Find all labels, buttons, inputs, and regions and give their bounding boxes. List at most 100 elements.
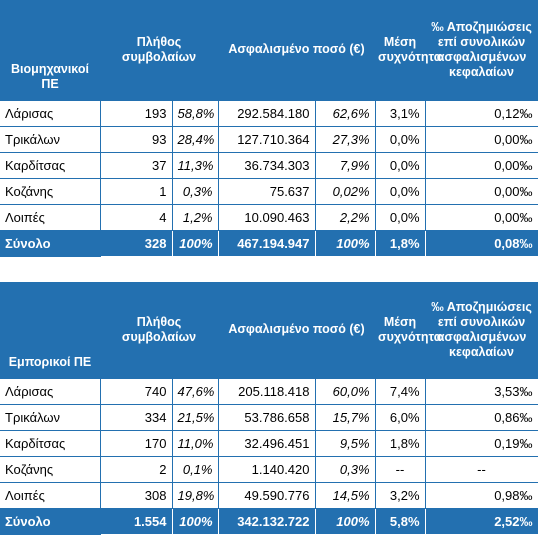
count-share-cell: 58,8% [171,99,219,127]
region-cell: Λάρισας [0,377,101,405]
count-share-cell: 11,0% [171,429,219,457]
total-row: Σύνολο 328 100% 467.194.947 100% 1,8% 0,08‰ [0,229,538,257]
ratio-cell: 0,00‰ [424,177,538,205]
frequency-cell: 1,8% [374,229,426,257]
amount-share-cell: 15,7% [314,403,376,431]
amount-share-cell: 100% [314,229,376,257]
data-row: Τρικάλων 93 28,4% 127.710.364 27,3% 0,0% 0,00‰ [0,125,538,153]
amount-share-cell: 0,3% [314,455,376,483]
data-row: Τρικάλων 334 21,5% 53.786.658 15,7% 6,0% 0,86‰ [0,403,538,431]
header-row: Εμπορικοί ΠΕ Πλήθος συμβολαίων Ασφαλισμέ… [0,282,538,378]
count-share-cell: 47,6% [171,377,219,405]
ratio-cell: 0,00‰ [424,125,538,153]
region-cell: Καρδίτσας [0,151,101,179]
header-ratio: ‰ Αποζημιώσεις επί συνολικών ασφαλισμένω… [425,0,538,100]
amount-share-cell: 14,5% [314,481,376,509]
frequency-cell: 5,8% [374,507,426,535]
count-share-cell: 1,2% [171,203,219,231]
amount-share-cell: 7,9% [314,151,376,179]
amount-cell: 36.734.303 [217,151,316,179]
frequency-cell: 0,0% [374,177,426,205]
count-cell: 740 [99,377,173,405]
data-row: Λάρισας 193 58,8% 292.584.180 62,6% 3,1% 0,12‰ [0,99,538,127]
region-cell: Τρικάλων [0,403,101,431]
count-share-cell: 0,1% [171,455,219,483]
amount-share-cell: 100% [314,507,376,535]
frequency-cell: 6,0% [374,403,426,431]
ratio-cell: 2,52‰ [424,507,538,535]
header-count: Πλήθος συμβολαίων [100,282,218,378]
region-cell: Καρδίτσας [0,429,101,457]
header-amount: Ασφαλισμένο ποσό (€) [218,282,376,378]
data-row: Καρδίτσας 37 11,3% 36.734.303 7,9% 0,0% 0,00‰ [0,151,538,179]
amount-cell: 467.194.947 [217,229,316,257]
region-cell: Τρικάλων [0,125,101,153]
header-row: Βιομηχανικοί ΠΕ Πλήθος συμβολαίων Ασφαλι… [0,0,538,100]
ratio-cell: 0,08‰ [424,229,538,257]
frequency-cell: 1,8% [374,429,426,457]
region-cell: Σύνολο [0,507,101,535]
data-row: Κοζάνης 2 0,1% 1.140.420 0,3% -- -- [0,455,538,483]
data-row: Καρδίτσας 170 11,0% 32.496.451 9,5% 1,8% 0,19‰ [0,429,538,457]
count-share-cell: 0,3% [171,177,219,205]
count-share-cell: 11,3% [171,151,219,179]
amount-cell: 127.710.364 [217,125,316,153]
ratio-cell: 3,53‰ [424,377,538,405]
amount-share-cell: 60,0% [314,377,376,405]
table-body: Λάρισας 193 58,8% 292.584.180 62,6% 3,1% 0,12‰… [0,99,538,257]
region-cell: Λοιπές [0,481,101,509]
region-cell: Σύνολο [0,229,101,257]
count-share-cell: 28,4% [171,125,219,153]
data-row: Κοζάνης 1 0,3% 75.637 0,02% 0,0% 0,00‰ [0,177,538,205]
data-row: Λοιπές 308 19,8% 49.590.776 14,5% 3,2% 0,98‰ [0,481,538,509]
region-cell: Κοζάνης [0,455,101,483]
count-share-cell: 100% [171,507,219,535]
count-cell: 308 [99,481,173,509]
amount-cell: 75.637 [217,177,316,205]
ratio-cell: 0,00‰ [424,203,538,231]
amount-cell: 205.118.418 [217,377,316,405]
amount-share-cell: 0,02% [314,177,376,205]
count-cell: 170 [99,429,173,457]
ratio-cell: 0,98‰ [424,481,538,509]
amount-share-cell: 9,5% [314,429,376,457]
frequency-cell: 3,2% [374,481,426,509]
frequency-cell: -- [374,455,426,483]
ratio-cell: 0,00‰ [424,151,538,179]
frequency-cell: 3,1% [374,99,426,127]
total-row: Σύνολο 1.554 100% 342.132.722 100% 5,8% 2,52‰ [0,507,538,535]
region-cell: Κοζάνης [0,177,101,205]
ratio-cell: -- [424,455,538,483]
region-cell: Λοιπές [0,203,101,231]
count-cell: 2 [99,455,173,483]
count-cell: 93 [99,125,173,153]
table: Εμπορικοί ΠΕ Πλήθος συμβολαίων Ασφαλισμέ… [0,282,538,535]
amount-cell: 53.786.658 [217,403,316,431]
frequency-cell: 7,4% [374,377,426,405]
amount-cell: 32.496.451 [217,429,316,457]
amount-cell: 292.584.180 [217,99,316,127]
header-freq: Μέση συχνότητα [375,282,441,378]
data-row: Λάρισας 740 47,6% 205.118.418 60,0% 7,4% 3,53‰ [0,377,538,405]
ratio-cell: 0,19‰ [424,429,538,457]
region-cell: Λάρισας [0,99,101,127]
count-cell: 1 [99,177,173,205]
frequency-cell: 0,0% [374,125,426,153]
amount-share-cell: 62,6% [314,99,376,127]
frequency-cell: 0,0% [374,151,426,179]
header-title: Βιομηχανικοί ΠΕ [0,0,100,100]
ratio-cell: 0,12‰ [424,99,538,127]
table-body: Λάρισας 740 47,6% 205.118.418 60,0% 7,4% 3,53‰… [0,377,538,535]
count-cell: 4 [99,203,173,231]
count-share-cell: 100% [171,229,219,257]
count-cell: 193 [99,99,173,127]
header-freq: Μέση συχνότητα [375,0,441,100]
count-share-cell: 19,8% [171,481,219,509]
header-count: Πλήθος συμβολαίων [100,0,218,100]
header-amount: Ασφαλισμένο ποσό (€) [218,0,376,100]
count-share-cell: 21,5% [171,403,219,431]
ratio-cell: 0,86‰ [424,403,538,431]
amount-share-cell: 27,3% [314,125,376,153]
